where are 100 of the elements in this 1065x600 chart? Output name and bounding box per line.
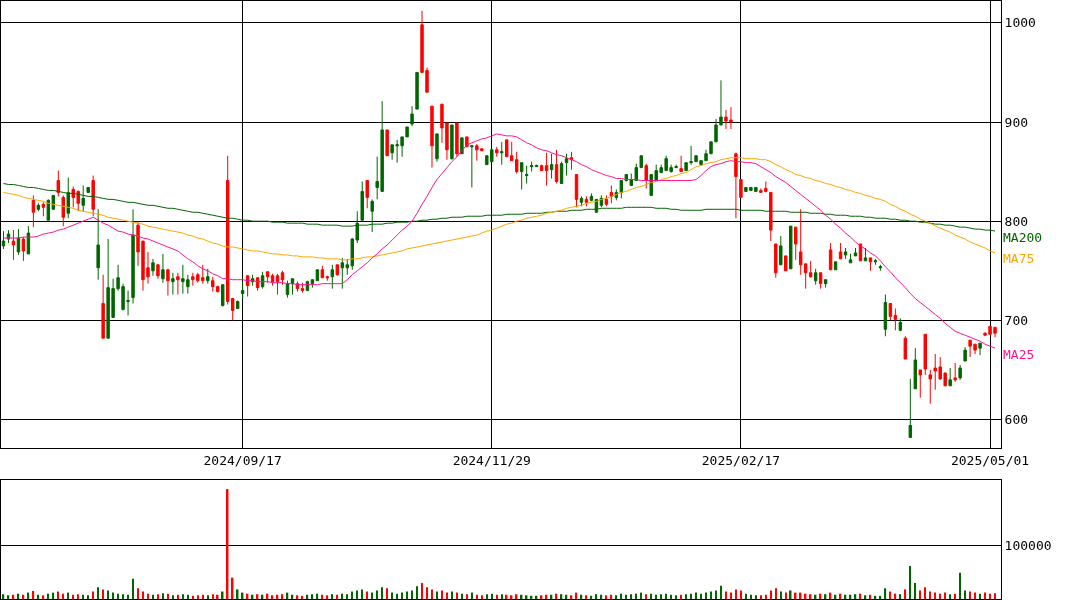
bar — [62, 593, 65, 599]
candlestick — [888, 303, 893, 321]
bar — [914, 582, 917, 599]
bar — [102, 589, 104, 599]
candlestick — [500, 141, 504, 166]
candlestick — [913, 347, 918, 390]
bar — [909, 565, 912, 599]
bar — [92, 591, 94, 599]
bar — [57, 591, 60, 599]
candlestick — [784, 255, 788, 272]
candlestick — [176, 272, 180, 296]
candlestick — [739, 179, 743, 198]
bar — [615, 595, 618, 599]
candlestick — [853, 247, 858, 257]
bar — [725, 591, 727, 599]
candlestick — [320, 265, 325, 279]
bar — [994, 593, 996, 599]
candlestick — [435, 133, 439, 163]
bar — [760, 595, 762, 599]
candlestick — [245, 275, 250, 298]
bar — [416, 586, 418, 599]
candlestick — [270, 273, 275, 287]
candlestick — [31, 194, 36, 228]
bar — [775, 588, 777, 599]
bar — [112, 592, 114, 599]
bar — [356, 590, 358, 599]
bar — [326, 595, 329, 599]
bar — [147, 593, 149, 599]
candlestick — [863, 247, 868, 262]
candlestick — [813, 268, 818, 286]
bar — [560, 594, 563, 599]
bar — [421, 582, 423, 599]
bar — [406, 591, 408, 599]
candlestick — [131, 208, 135, 304]
bar — [780, 591, 782, 599]
bar — [899, 594, 902, 599]
bar — [366, 591, 368, 599]
bar — [381, 587, 383, 599]
bar — [351, 591, 354, 599]
candlestick — [544, 152, 549, 186]
bar — [446, 592, 448, 599]
candlestick — [948, 367, 952, 387]
bar — [640, 592, 643, 599]
line-series — [2, 133, 996, 349]
candlestick — [101, 274, 105, 339]
candlestick — [604, 194, 609, 207]
candlestick — [86, 186, 90, 193]
bar — [137, 588, 139, 599]
bar — [620, 593, 623, 599]
bar — [401, 592, 403, 599]
candlestick — [823, 279, 828, 289]
bar — [979, 593, 981, 599]
bar — [710, 591, 712, 599]
bar — [864, 595, 867, 599]
candlestick — [161, 253, 165, 284]
bar — [431, 589, 433, 599]
bar — [107, 590, 109, 599]
bar — [296, 595, 299, 599]
bar — [605, 595, 608, 599]
bar — [376, 590, 378, 599]
candlestick — [61, 194, 65, 227]
bar — [371, 592, 373, 599]
y-tick-label: 800 — [1004, 213, 1029, 229]
bar — [675, 595, 677, 599]
bar — [785, 592, 787, 599]
bar — [705, 592, 707, 599]
candlestick — [584, 195, 589, 207]
bar — [316, 593, 319, 599]
bar — [426, 587, 428, 599]
bar — [162, 593, 164, 599]
candlestick — [430, 105, 434, 169]
bar — [959, 572, 961, 599]
candlestick — [21, 236, 26, 262]
bar — [894, 593, 897, 599]
bar — [585, 595, 588, 599]
candlestick — [843, 247, 848, 260]
candlestick — [679, 155, 683, 173]
candlestick — [365, 180, 369, 209]
bar — [311, 594, 314, 599]
candlestick — [41, 201, 46, 217]
bar — [595, 594, 598, 599]
bar — [391, 592, 393, 599]
bar — [97, 587, 99, 599]
y-tick-label: 900 — [1004, 114, 1029, 130]
bar — [67, 592, 70, 599]
candlestick — [818, 272, 823, 290]
candlestick — [91, 175, 95, 217]
y-tick-label: 700 — [1004, 312, 1029, 328]
bar — [207, 595, 209, 599]
y-tick-label: 1000 — [1004, 15, 1036, 31]
bar — [396, 593, 398, 599]
candlestick — [470, 145, 474, 188]
candlestick — [300, 282, 305, 294]
bar — [745, 593, 747, 599]
candlestick — [893, 307, 898, 331]
bar — [904, 589, 907, 599]
candlestick — [644, 163, 648, 189]
candlestick — [574, 174, 579, 208]
candlestick — [779, 235, 783, 266]
x-tick-label: 2024/11/29 — [452, 452, 531, 468]
